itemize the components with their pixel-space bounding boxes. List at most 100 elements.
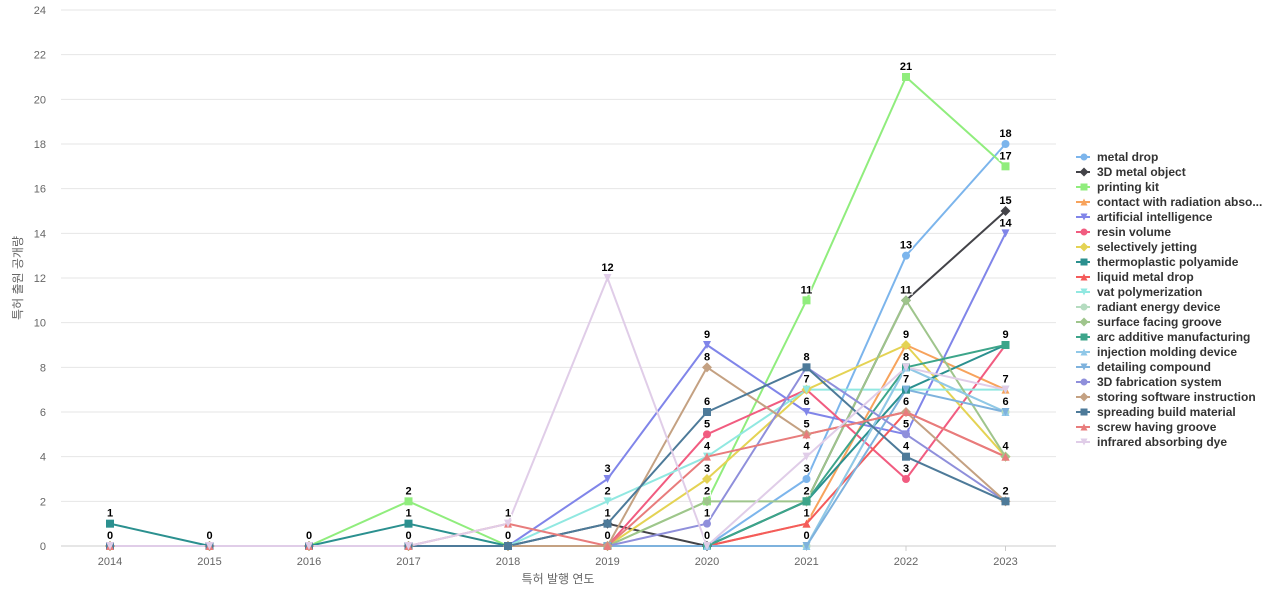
data-point-marker[interactable] — [404, 542, 413, 550]
data-point-marker[interactable] — [802, 452, 811, 461]
data-point-marker[interactable] — [902, 475, 910, 483]
data-point-marker[interactable] — [1001, 408, 1010, 416]
x-tick-label: 2020 — [695, 556, 719, 568]
data-point-marker[interactable] — [1001, 452, 1010, 461]
legend-marker[interactable] — [1080, 303, 1088, 311]
data-point-marker[interactable] — [902, 251, 910, 260]
data-point-marker[interactable] — [106, 542, 114, 550]
series-line[interactable] — [109, 76, 1007, 547]
legend-item[interactable]: selectively jetting — [1076, 239, 1276, 254]
data-point-marker[interactable] — [802, 542, 811, 550]
legend-marker[interactable] — [1080, 198, 1088, 206]
legend-marker[interactable] — [1080, 423, 1088, 431]
data-point-marker[interactable] — [1001, 229, 1010, 238]
data-point-marker[interactable] — [1001, 385, 1010, 394]
legend-marker[interactable] — [1080, 333, 1088, 341]
data-point-marker[interactable] — [1001, 497, 1010, 506]
data-point-marker[interactable] — [902, 408, 910, 416]
legend-item[interactable]: artificial intelligence — [1076, 209, 1276, 224]
series-line[interactable] — [109, 210, 1007, 547]
data-point-marker[interactable] — [703, 408, 711, 416]
data-point-marker[interactable] — [703, 452, 711, 461]
data-point-marker[interactable] — [702, 362, 712, 373]
data-point-marker[interactable] — [802, 475, 811, 483]
legend-item[interactable]: surface facing groove — [1076, 314, 1276, 329]
data-point-marker[interactable] — [702, 496, 712, 507]
legend-item[interactable]: resin volume — [1076, 224, 1276, 239]
legend-item[interactable]: injection molding device — [1076, 344, 1276, 359]
data-point-marker[interactable] — [603, 497, 612, 506]
legend-marker[interactable] — [1080, 153, 1088, 161]
data-point-marker[interactable] — [901, 295, 911, 306]
data-point-marker[interactable] — [703, 341, 711, 349]
data-point-marker[interactable] — [1001, 341, 1010, 349]
legend-marker[interactable] — [1080, 258, 1088, 266]
legend-item[interactable]: screw having groove — [1076, 419, 1276, 434]
series-line[interactable] — [109, 299, 1007, 547]
data-point-marker[interactable] — [504, 542, 512, 550]
legend-marker[interactable] — [1080, 438, 1088, 446]
data-point-marker[interactable] — [802, 385, 811, 394]
series-line[interactable] — [109, 277, 1007, 547]
legend-item[interactable]: 3D fabrication system — [1076, 374, 1276, 389]
data-point-marker[interactable] — [902, 363, 910, 372]
data-point-marker[interactable] — [603, 519, 612, 528]
data-point-marker[interactable] — [603, 274, 612, 282]
data-point-marker[interactable] — [901, 340, 911, 350]
data-point-marker[interactable] — [802, 519, 811, 528]
data-point-marker[interactable] — [802, 430, 811, 439]
legend-marker[interactable] — [1080, 183, 1088, 191]
data-point-marker[interactable] — [205, 542, 214, 550]
data-point-marker[interactable] — [902, 452, 910, 461]
legend-marker[interactable] — [1080, 363, 1088, 371]
data-point-marker[interactable] — [1001, 162, 1010, 171]
data-point-marker[interactable] — [703, 430, 711, 439]
data-point-marker[interactable] — [1000, 206, 1011, 216]
legend-item[interactable]: liquid metal drop — [1076, 269, 1276, 284]
legend-item[interactable]: radiant energy device — [1076, 299, 1276, 314]
legend-marker[interactable] — [1080, 213, 1088, 221]
data-point-marker[interactable] — [603, 475, 612, 483]
legend-item[interactable]: printing kit — [1076, 179, 1276, 194]
data-point-marker[interactable] — [802, 408, 811, 416]
series-line[interactable] — [109, 143, 1007, 547]
legend-marker[interactable] — [1080, 378, 1088, 386]
legend-marker[interactable] — [1079, 242, 1089, 252]
data-point-marker[interactable] — [305, 542, 313, 550]
series-line[interactable] — [109, 411, 1007, 547]
legend-marker[interactable] — [1080, 288, 1088, 296]
legend-item[interactable]: infrared absorbing dye — [1076, 434, 1276, 449]
legend-marker[interactable] — [1080, 408, 1088, 416]
data-point-marker[interactable] — [802, 296, 811, 305]
legend-marker[interactable] — [1079, 317, 1089, 327]
legend-item[interactable]: 3D metal object — [1076, 164, 1276, 179]
data-point-marker[interactable] — [802, 363, 811, 372]
legend-item[interactable]: vat polymerization — [1076, 284, 1276, 299]
legend-marker[interactable] — [1079, 392, 1089, 402]
legend-item[interactable]: storing software instruction — [1076, 389, 1276, 404]
legend-marker[interactable] — [1080, 228, 1088, 236]
data-point-marker[interactable] — [902, 430, 910, 439]
legend-item[interactable]: detailing compound — [1076, 359, 1276, 374]
legend-marker[interactable] — [1079, 167, 1089, 177]
legend-item[interactable]: arc additive manufacturing — [1076, 329, 1276, 344]
data-point-marker[interactable] — [703, 542, 711, 550]
legend-item[interactable]: spreading build material — [1076, 404, 1276, 419]
data-point-marker[interactable] — [106, 519, 114, 528]
data-point-marker[interactable] — [504, 519, 512, 528]
data-point-marker[interactable] — [404, 497, 413, 506]
data-point-marker[interactable] — [1001, 140, 1010, 148]
legend-marker[interactable] — [1080, 273, 1088, 281]
legend-marker[interactable] — [1080, 348, 1088, 356]
data-point-marker[interactable] — [902, 385, 910, 394]
legend-item[interactable]: metal drop — [1076, 149, 1276, 164]
data-point-marker[interactable] — [902, 73, 910, 81]
data-point-marker[interactable] — [404, 519, 413, 528]
legend-item[interactable]: contact with radiation abso... — [1076, 194, 1276, 209]
legend-item[interactable]: thermoplastic polyamide — [1076, 254, 1276, 269]
data-point-marker[interactable] — [702, 474, 712, 484]
data-point-marker[interactable] — [802, 497, 811, 506]
data-point-marker[interactable] — [703, 519, 711, 528]
series-line[interactable] — [109, 411, 1007, 547]
data-point-marker[interactable] — [603, 542, 612, 550]
